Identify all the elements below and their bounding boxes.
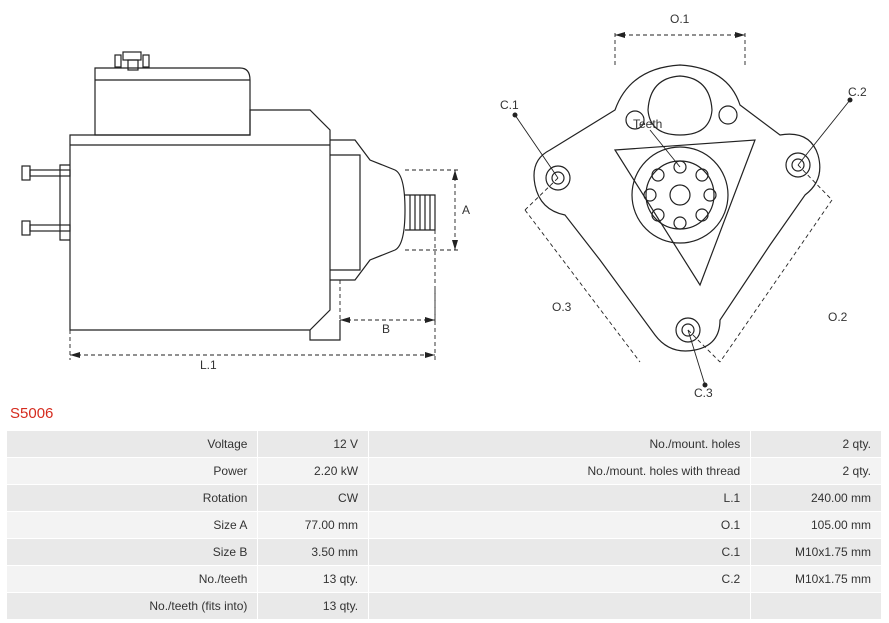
part-number: S5006 [10, 405, 53, 422]
spec-label: Size A [7, 512, 258, 539]
spec-value: M10x1.75 mm [751, 566, 882, 593]
side-view-svg [0, 0, 470, 400]
label-teeth: Teeth [633, 117, 662, 131]
spec-label: No./teeth [7, 566, 258, 593]
spec-value: 3.50 mm [258, 539, 369, 566]
spec-value: 2 qty. [751, 431, 882, 458]
spec-label: No./teeth (fits into) [7, 593, 258, 620]
spec-label: O.1 [369, 512, 751, 539]
spec-label: No./mount. holes with thread [369, 458, 751, 485]
spec-label: No./mount. holes [369, 431, 751, 458]
spec-label: Rotation [7, 485, 258, 512]
spec-label: C.2 [369, 566, 751, 593]
table-row: Voltage 12 V No./mount. holes 2 qty. [7, 431, 882, 458]
spec-label: L.1 [369, 485, 751, 512]
label-c1: C.1 [500, 98, 519, 112]
spec-value [751, 593, 882, 620]
spec-label: Voltage [7, 431, 258, 458]
spec-value: 240.00 mm [751, 485, 882, 512]
table-row: Size B 3.50 mm C.1 M10x1.75 mm [7, 539, 882, 566]
spec-value: 77.00 mm [258, 512, 369, 539]
spec-label: Power [7, 458, 258, 485]
label-l1: L.1 [200, 358, 217, 372]
technical-diagram: L.1 A B O.1 C.1 C.2 C.3 Teeth O.2 O.3 [0, 0, 889, 400]
spec-value: 105.00 mm [751, 512, 882, 539]
spec-value: 13 qty. [258, 566, 369, 593]
spec-value: 13 qty. [258, 593, 369, 620]
label-o3: O.3 [552, 300, 571, 314]
spec-value: 2.20 kW [258, 458, 369, 485]
table-row: No./teeth 13 qty. C.2 M10x1.75 mm [7, 566, 882, 593]
spec-label [369, 593, 751, 620]
label-b: B [382, 322, 390, 336]
spec-value: M10x1.75 mm [751, 539, 882, 566]
table-row: Size A 77.00 mm O.1 105.00 mm [7, 512, 882, 539]
table-row: Rotation CW L.1 240.00 mm [7, 485, 882, 512]
label-c2: C.2 [848, 85, 867, 99]
label-c3: C.3 [694, 386, 713, 400]
spec-label: Size B [7, 539, 258, 566]
spec-label: C.1 [369, 539, 751, 566]
front-view-svg [470, 0, 889, 400]
spec-value: 2 qty. [751, 458, 882, 485]
label-o1: O.1 [670, 12, 689, 26]
table-row: No./teeth (fits into) 13 qty. [7, 593, 882, 620]
spec-value: CW [258, 485, 369, 512]
label-o2: O.2 [828, 310, 847, 324]
spec-table: Voltage 12 V No./mount. holes 2 qty. Pow… [6, 430, 882, 620]
table-row: Power 2.20 kW No./mount. holes with thre… [7, 458, 882, 485]
spec-value: 12 V [258, 431, 369, 458]
label-a: A [462, 203, 470, 217]
